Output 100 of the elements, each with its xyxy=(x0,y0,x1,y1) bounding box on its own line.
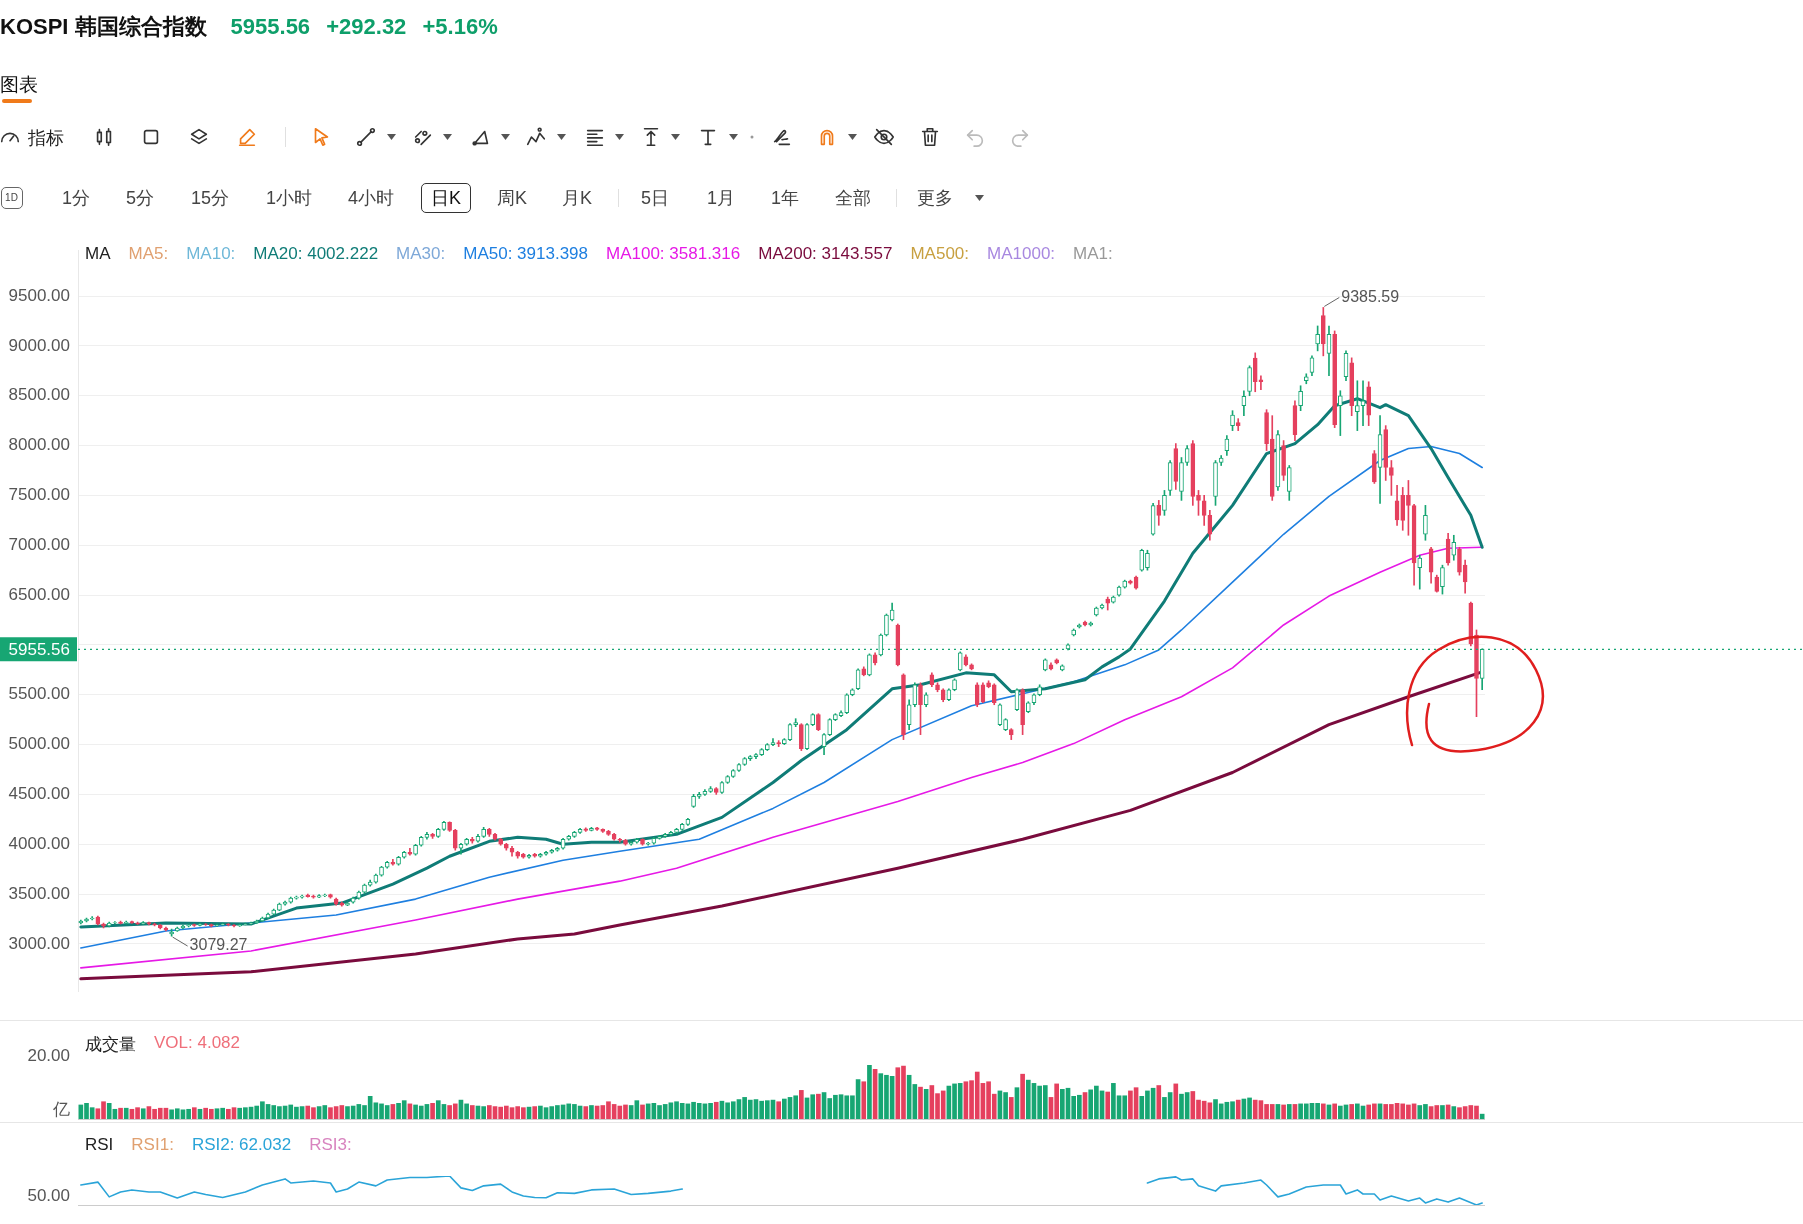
chart-title: RSI xyxy=(85,1135,114,1155)
text: 50.00 xyxy=(26,1186,70,1206)
candlestick xyxy=(311,894,316,899)
legend-label: MA5: xyxy=(128,244,169,264)
candlestick xyxy=(986,680,991,689)
candlestick xyxy=(447,821,452,832)
bar xyxy=(1349,1104,1355,1119)
candlestick xyxy=(1094,606,1099,617)
bar xyxy=(1281,1104,1286,1119)
candlestick xyxy=(1145,549,1150,571)
candlestick xyxy=(935,682,940,693)
bar xyxy=(861,1081,867,1119)
candlestick xyxy=(901,673,906,740)
candlestick xyxy=(799,723,804,751)
text: 1D xyxy=(0,187,23,209)
candlestick xyxy=(1406,480,1411,536)
candlestick xyxy=(1247,365,1252,397)
y-tick-label: 7000.00 xyxy=(8,534,70,554)
candlestick xyxy=(589,827,594,832)
candlestick xyxy=(504,842,509,851)
bar xyxy=(583,1106,589,1119)
y-tick-label: 9000.00 xyxy=(8,335,70,355)
bar xyxy=(816,1093,821,1119)
annotation: 3079.27 xyxy=(189,936,248,954)
candlestick xyxy=(430,832,435,839)
candlestick xyxy=(1111,595,1116,604)
candlestick xyxy=(1264,409,1269,451)
y-tick-label: 4000.00 xyxy=(8,833,70,853)
candlestick xyxy=(277,902,282,911)
bar xyxy=(1440,1105,1445,1119)
candlestick xyxy=(515,850,521,859)
candlestick xyxy=(379,865,384,877)
y-tick-label: 5000.00 xyxy=(8,734,70,754)
candlestick xyxy=(850,688,855,697)
candlestick xyxy=(118,920,123,925)
bar xyxy=(532,1106,538,1119)
text: MA100: 3581.316 xyxy=(606,244,741,264)
text: 周K xyxy=(496,188,527,208)
candlestick xyxy=(1196,490,1201,516)
bar xyxy=(918,1086,923,1119)
candlestick xyxy=(1298,385,1303,412)
candlestick xyxy=(764,743,770,751)
bar xyxy=(123,1107,129,1119)
candlestick xyxy=(1042,658,1048,672)
legend-label: MA1: xyxy=(1073,244,1113,264)
candlestick xyxy=(606,829,611,836)
text: 1小时 xyxy=(265,188,312,208)
bar xyxy=(1156,1085,1162,1119)
candlestick xyxy=(884,613,889,637)
candlestick xyxy=(1372,450,1377,484)
y-tick-label: 8500.00 xyxy=(8,385,70,405)
candlestick xyxy=(816,713,821,731)
bar xyxy=(469,1105,475,1119)
candlestick xyxy=(1003,718,1008,731)
text: 4小时 xyxy=(347,188,394,208)
candlestick xyxy=(1281,440,1286,481)
candlestick xyxy=(1315,325,1320,352)
bar xyxy=(713,1101,719,1119)
candlestick xyxy=(209,923,214,928)
legend-title: MA xyxy=(85,244,111,264)
candlestick xyxy=(464,837,469,846)
candlestick xyxy=(521,852,526,859)
candlestick xyxy=(1474,629,1479,718)
candlestick xyxy=(1071,628,1077,637)
candlestick xyxy=(657,834,662,840)
candlestick xyxy=(186,923,191,928)
candlestick xyxy=(708,786,713,793)
bar xyxy=(1332,1103,1337,1119)
candlestick xyxy=(481,827,486,838)
bar xyxy=(1008,1097,1014,1119)
bar xyxy=(923,1088,929,1119)
y-tick-label: 3000.00 xyxy=(8,933,70,953)
bar xyxy=(1451,1106,1457,1119)
candlestick xyxy=(782,738,787,745)
candlestick xyxy=(1389,460,1394,496)
candlestick xyxy=(1179,457,1184,501)
candlestick xyxy=(135,921,140,925)
bar xyxy=(1105,1091,1111,1119)
bar xyxy=(1320,1103,1326,1119)
candlestick xyxy=(362,883,367,894)
legend-label: RSI1: xyxy=(131,1135,174,1155)
candlestick xyxy=(725,775,730,784)
text: 全部 xyxy=(835,188,871,208)
candlestick xyxy=(1332,330,1337,428)
candlestick xyxy=(674,828,679,834)
bar xyxy=(867,1065,872,1119)
text: 指标 xyxy=(28,127,64,150)
text: MA20: 4002.222 xyxy=(253,244,379,264)
series-label: RSI2: 62.032 xyxy=(191,1135,292,1155)
text: 月K xyxy=(561,188,592,208)
y-tick-label: 4500.00 xyxy=(8,784,70,804)
candlestick xyxy=(226,923,231,927)
text: 更多 xyxy=(917,188,953,208)
text: 图表 xyxy=(0,73,38,97)
candlestick xyxy=(1320,307,1326,357)
legend-label: MA30: xyxy=(396,244,446,264)
bar xyxy=(140,1108,146,1119)
candlestick xyxy=(1355,380,1360,431)
candlestick xyxy=(237,923,243,927)
candlestick xyxy=(623,838,628,846)
